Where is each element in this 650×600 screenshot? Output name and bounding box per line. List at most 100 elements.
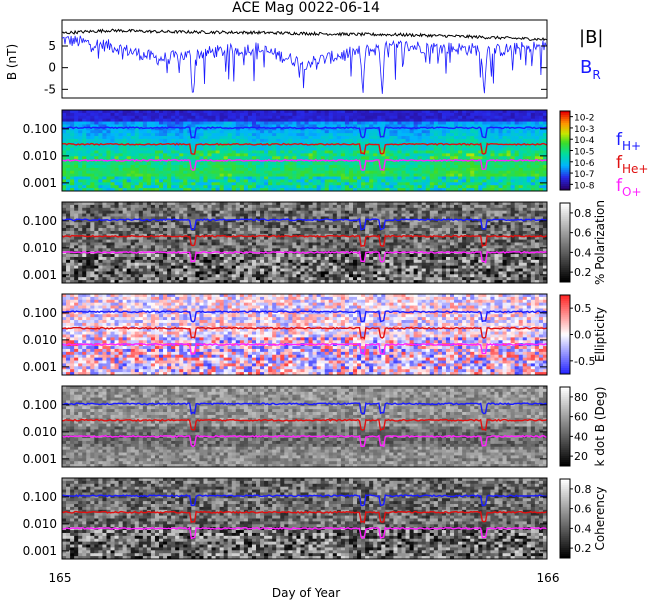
- heatmap-cell: [106, 188, 111, 192]
- heatmap-cell: [389, 228, 394, 232]
- heatmap-cell: [126, 173, 132, 177]
- heatmap-cell: [474, 124, 479, 128]
- heatmap-cell: [239, 115, 245, 120]
- heatmap-cell: [171, 147, 176, 151]
- heatmap-cell: [466, 115, 471, 120]
- heatmap-cell: [462, 164, 467, 169]
- heatmap-cell: [82, 170, 87, 175]
- heatmap-cell: [348, 236, 354, 240]
- heatmap-cell: [239, 162, 245, 166]
- heatmap-cell: [365, 138, 370, 143]
- heatmap-cell: [494, 176, 499, 180]
- heatmap-cell: [207, 225, 212, 229]
- heatmap-cell: [239, 170, 245, 175]
- heatmap-cell: [332, 124, 338, 128]
- heatmap-cell: [300, 162, 305, 166]
- heatmap-cell: [114, 222, 119, 226]
- heatmap-cell: [150, 112, 156, 117]
- panel-power: 0.1000.0100.00110-210-310-410-510-610-71…: [23, 109, 595, 192]
- heatmap-cell: [340, 222, 346, 226]
- heatmap-cell: [175, 202, 180, 206]
- heatmap-cell: [280, 115, 285, 120]
- heatmap-cell: [288, 144, 293, 148]
- heatmap-cell: [312, 138, 318, 143]
- heatmap-cell: [235, 147, 241, 151]
- heatmap-cell: [171, 213, 176, 217]
- heatmap-cell: [110, 112, 115, 117]
- heatmap-cell: [498, 202, 503, 206]
- heatmap-cell: [312, 127, 318, 131]
- heatmap-cell: [134, 133, 140, 137]
- heatmap-cell: [312, 153, 318, 157]
- heatmap-cell: [538, 210, 544, 214]
- heatmap-cell: [163, 170, 168, 175]
- heatmap-cell: [138, 164, 144, 169]
- heatmap-cell: [409, 182, 415, 186]
- heatmap-cell: [110, 185, 115, 189]
- heatmap-cell: [417, 219, 423, 223]
- heatmap-cell: [272, 236, 277, 240]
- heatmap-cell: [474, 147, 479, 151]
- heatmap-cell: [324, 167, 330, 172]
- heatmap-cell: [276, 230, 281, 235]
- heatmap-cell: [522, 179, 528, 183]
- heatmap-cell: [320, 219, 326, 223]
- heatmap-cell: [365, 150, 370, 154]
- heatmap-cell: [510, 170, 516, 175]
- heatmap-cell: [417, 170, 423, 175]
- heatmap-cell: [328, 219, 334, 223]
- heatmap-cell: [227, 173, 233, 177]
- heatmap-cell: [470, 236, 475, 240]
- heatmap-cell: [324, 213, 330, 217]
- heatmap-cell: [361, 188, 366, 192]
- heatmap-cell: [474, 112, 479, 117]
- heatmap-cell: [146, 164, 152, 169]
- heatmap-cell: [284, 127, 289, 131]
- heatmap-cell: [514, 182, 520, 186]
- heatmap-cell: [256, 112, 261, 117]
- heatmap-cell: [154, 110, 160, 114]
- heatmap-cell: [498, 138, 503, 143]
- heatmap-cell: [336, 188, 342, 192]
- heatmap-cell: [478, 138, 483, 143]
- heatmap-cell: [304, 228, 309, 232]
- heatmap-cell: [502, 202, 507, 206]
- heatmap-cell: [183, 225, 188, 229]
- heatmap-cell: [163, 162, 168, 166]
- heatmap-cell: [425, 188, 431, 192]
- series-bmag-line: [61, 28, 548, 41]
- heatmap-cell: [312, 219, 318, 223]
- heatmap-cell: [433, 204, 439, 209]
- heatmap-cell: [486, 164, 491, 169]
- heatmap-cell: [231, 167, 237, 172]
- heatmap-cell: [466, 144, 471, 148]
- heatmap-cell: [74, 127, 79, 131]
- heatmap-cell: [292, 118, 297, 122]
- heatmap-cell: [171, 110, 176, 114]
- heatmap-cell: [292, 207, 297, 212]
- heatmap-cell: [90, 156, 95, 160]
- heatmap-cell: [227, 179, 233, 183]
- heatmap-cell: [280, 167, 285, 172]
- heatmap-cell: [470, 127, 475, 131]
- heatmap-cell: [159, 182, 164, 186]
- heatmap-cell: [526, 162, 532, 166]
- heatmap-cell: [247, 162, 253, 166]
- heatmap-cell: [199, 179, 204, 183]
- heatmap-cell: [235, 176, 241, 180]
- heatmap-cell: [256, 150, 261, 154]
- heatmap-cell: [441, 179, 447, 183]
- heatmap-cell: [373, 141, 378, 146]
- heatmap-cell: [445, 225, 451, 229]
- heatmap-cell: [154, 147, 160, 151]
- heatmap-cell: [450, 216, 455, 220]
- heatmap-cell: [122, 112, 128, 117]
- heatmap-cell: [417, 230, 423, 235]
- heatmap-cell: [522, 182, 528, 186]
- heatmap-cell: [86, 225, 91, 229]
- heatmap-cell: [462, 153, 467, 157]
- heatmap-cell: [530, 164, 536, 169]
- heatmap-cell: [223, 216, 229, 220]
- heatmap-cell: [486, 204, 491, 209]
- heatmap-cell: [106, 124, 111, 128]
